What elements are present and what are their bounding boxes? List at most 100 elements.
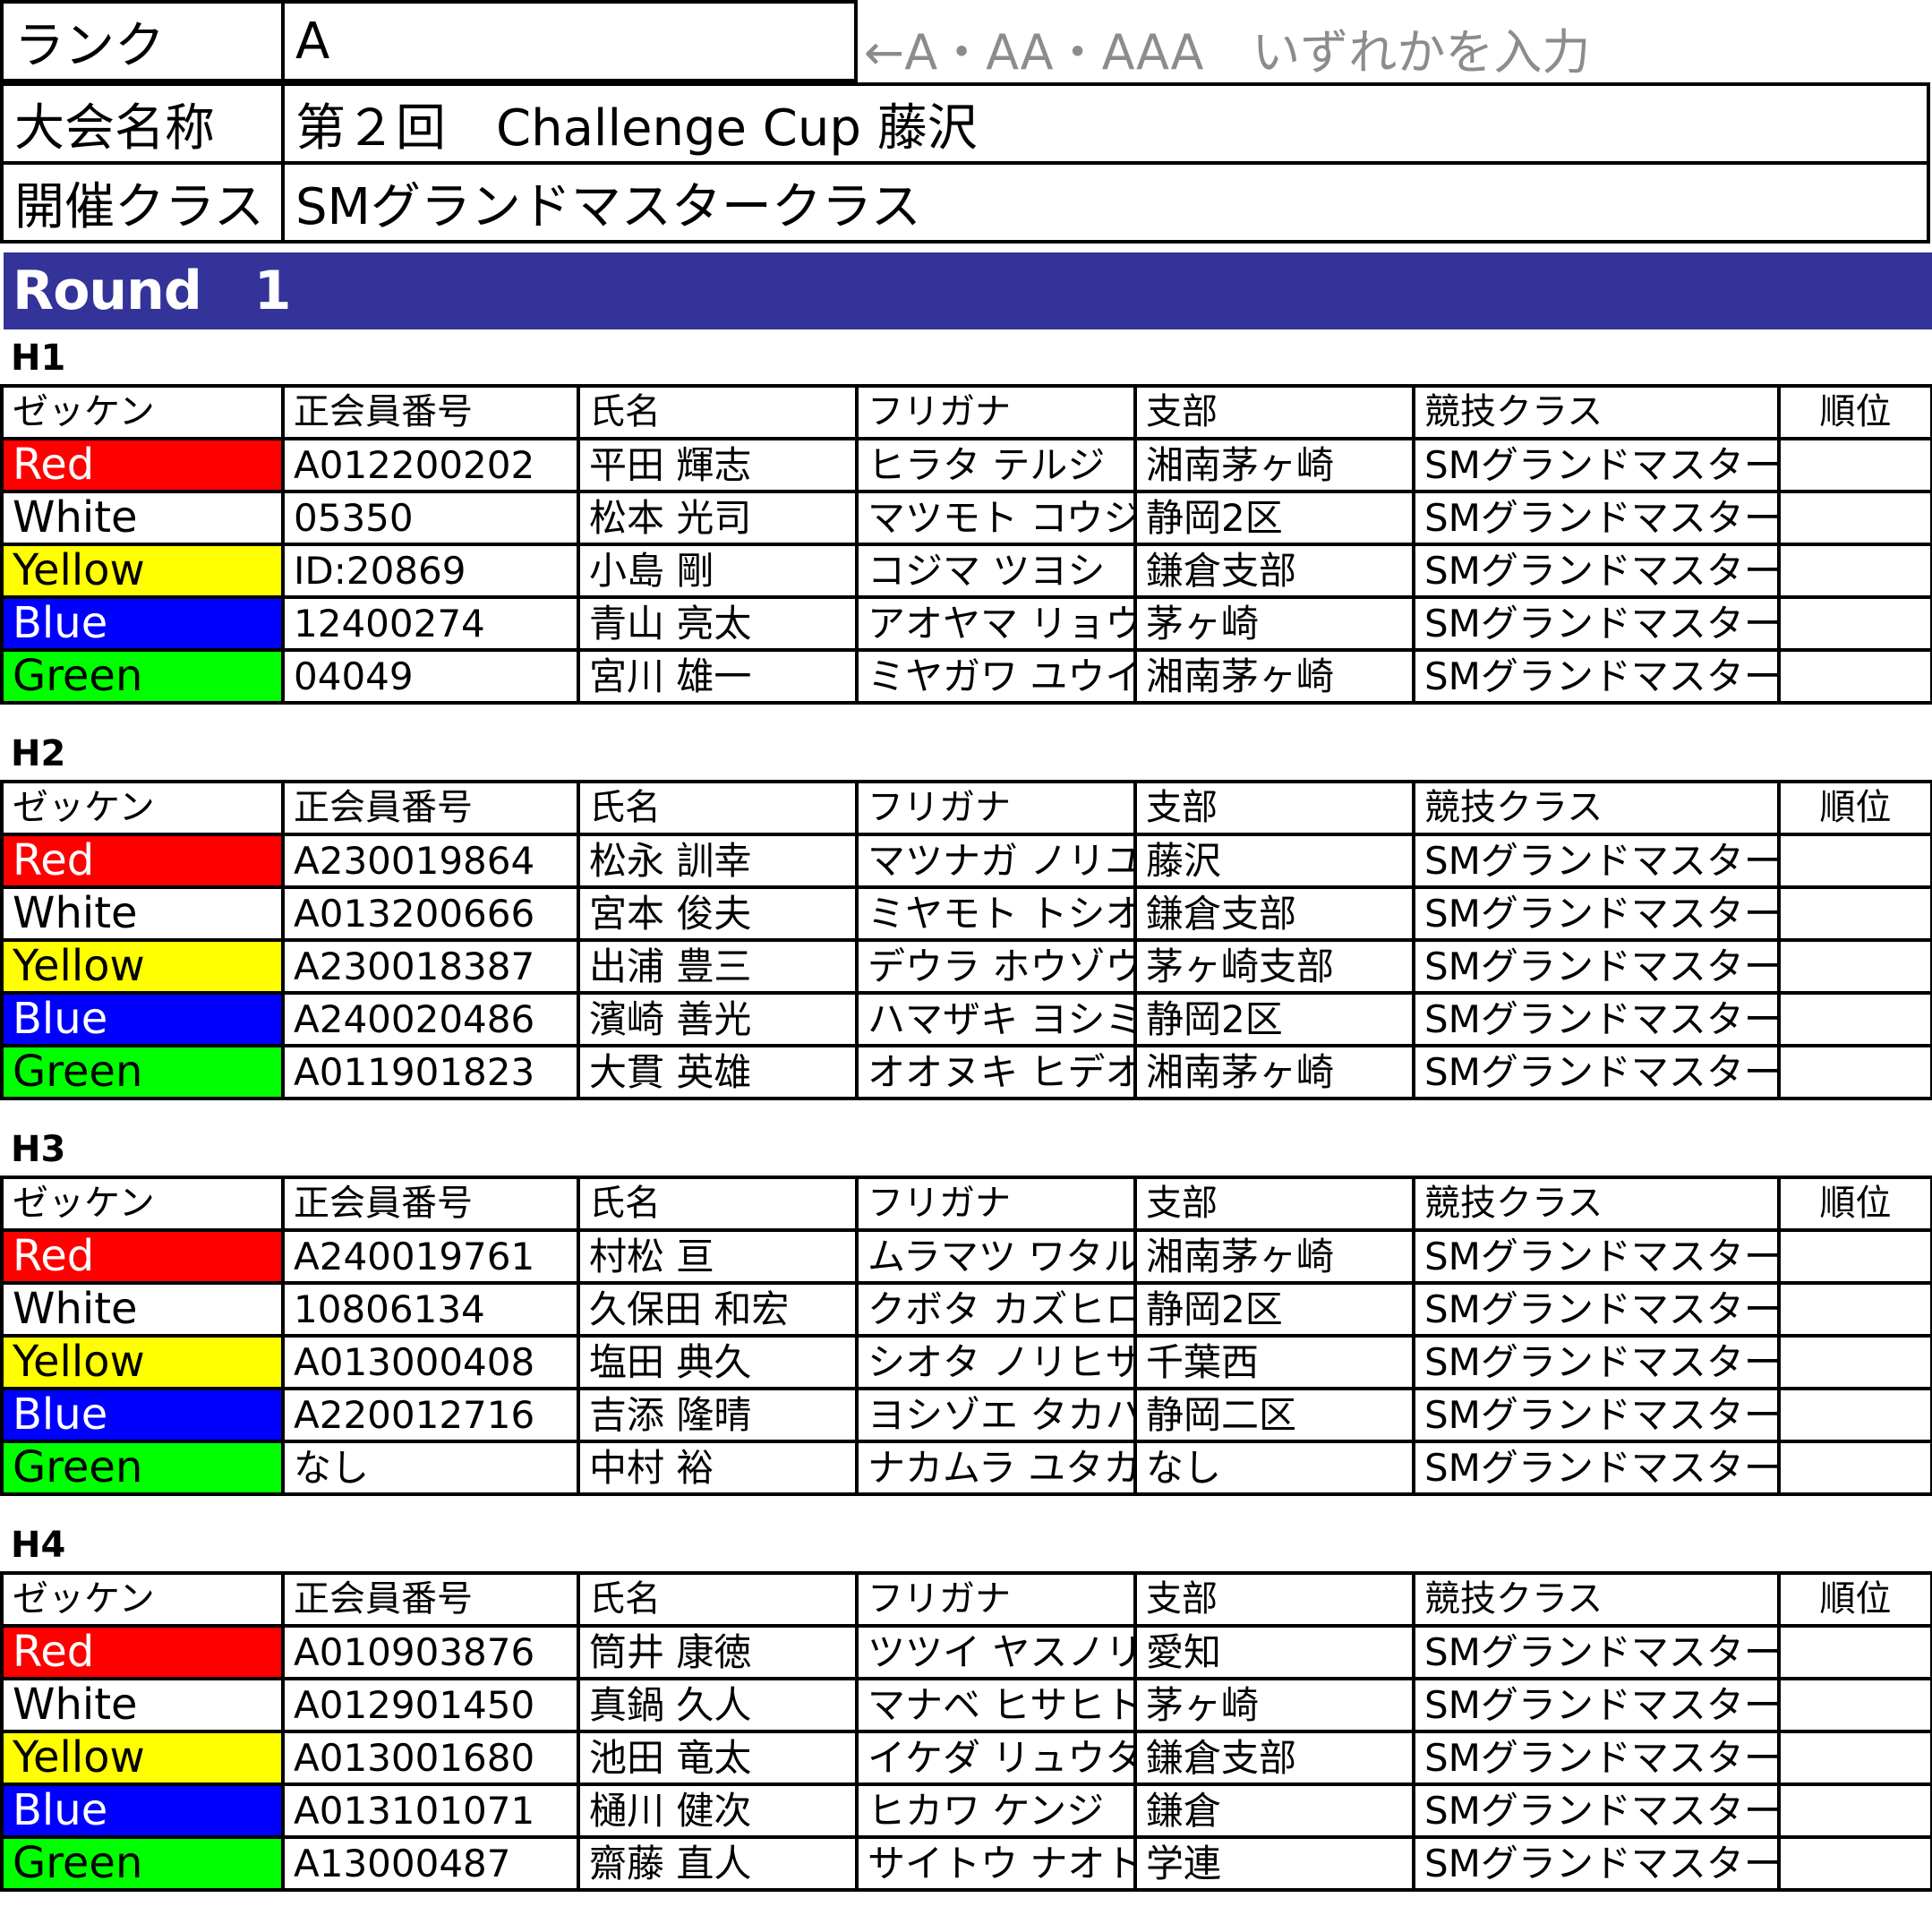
rank-cell[interactable]: [1777, 885, 1932, 942]
lane-cell[interactable]: Green: [0, 1044, 285, 1100]
class-cell[interactable]: SMグランドマスター: [1412, 938, 1781, 995]
rank-cell[interactable]: [1777, 1440, 1932, 1496]
class-cell[interactable]: SMグランドマスター: [1412, 1624, 1781, 1680]
furigana-cell[interactable]: ヨシゾエ タカハル: [855, 1387, 1137, 1443]
rank-value-cell[interactable]: A: [281, 0, 858, 82]
branch-cell[interactable]: 茅ヶ崎: [1133, 1677, 1415, 1733]
furigana-cell[interactable]: ムラマツ ワタル: [855, 1228, 1137, 1285]
name-cell[interactable]: 宮本 俊夫: [577, 885, 859, 942]
branch-cell[interactable]: 鎌倉支部: [1133, 543, 1415, 599]
rank-cell[interactable]: [1777, 1044, 1932, 1100]
furigana-cell[interactable]: ヒラタ テルジ: [855, 437, 1137, 493]
rank-cell[interactable]: [1777, 1730, 1932, 1786]
lane-cell[interactable]: Red: [0, 1228, 285, 1285]
branch-cell[interactable]: 茅ヶ崎支部: [1133, 938, 1415, 995]
lane-cell[interactable]: Yellow: [0, 938, 285, 995]
member-number-cell[interactable]: A230018387: [281, 938, 580, 995]
name-cell[interactable]: 筒井 康徳: [577, 1624, 859, 1680]
name-cell[interactable]: 中村 裕: [577, 1440, 859, 1496]
rank-cell[interactable]: [1777, 490, 1932, 546]
lane-cell[interactable]: Yellow: [0, 1334, 285, 1390]
rank-cell[interactable]: [1777, 833, 1932, 889]
furigana-cell[interactable]: ハマザキ ヨシミツ: [855, 991, 1137, 1047]
member-number-cell[interactable]: ID:20869: [281, 543, 580, 599]
furigana-cell[interactable]: ミヤガワ ユウイチ: [855, 648, 1137, 705]
branch-cell[interactable]: 茅ヶ崎: [1133, 595, 1415, 652]
member-number-cell[interactable]: A012200202: [281, 437, 580, 493]
class-cell[interactable]: SMグランドマスター: [1412, 1730, 1781, 1786]
lane-cell[interactable]: Blue: [0, 1387, 285, 1443]
rank-cell[interactable]: [1777, 595, 1932, 652]
name-cell[interactable]: 村松 亘: [577, 1228, 859, 1285]
branch-cell[interactable]: 静岡2区: [1133, 490, 1415, 546]
member-number-cell[interactable]: A13000487: [281, 1835, 580, 1892]
class-cell[interactable]: SMグランドマスター: [1412, 1677, 1781, 1733]
lane-cell[interactable]: Green: [0, 1440, 285, 1496]
lane-cell[interactable]: White: [0, 1281, 285, 1338]
member-number-cell[interactable]: 05350: [281, 490, 580, 546]
class-cell[interactable]: SMグランドマスター: [1412, 1044, 1781, 1100]
class-cell[interactable]: SMグランドマスター: [1412, 595, 1781, 652]
name-cell[interactable]: 池田 竜太: [577, 1730, 859, 1786]
branch-cell[interactable]: なし: [1133, 1440, 1415, 1496]
furigana-cell[interactable]: サイトウ ナオト: [855, 1835, 1137, 1892]
member-number-cell[interactable]: A010903876: [281, 1624, 580, 1680]
rank-cell[interactable]: [1777, 1624, 1932, 1680]
class-cell[interactable]: SMグランドマスター: [1412, 1835, 1781, 1892]
furigana-cell[interactable]: ツツイ ヤスノリ: [855, 1624, 1137, 1680]
lane-cell[interactable]: Yellow: [0, 543, 285, 599]
lane-cell[interactable]: Red: [0, 1624, 285, 1680]
name-cell[interactable]: 松永 訓幸: [577, 833, 859, 889]
lane-cell[interactable]: Red: [0, 833, 285, 889]
rank-cell[interactable]: [1777, 1387, 1932, 1443]
name-cell[interactable]: 齋藤 直人: [577, 1835, 859, 1892]
branch-cell[interactable]: 静岡二区: [1133, 1387, 1415, 1443]
furigana-cell[interactable]: ヒカワ ケンジ: [855, 1782, 1137, 1839]
rank-cell[interactable]: [1777, 1835, 1932, 1892]
name-cell[interactable]: 平田 輝志: [577, 437, 859, 493]
branch-cell[interactable]: 愛知: [1133, 1624, 1415, 1680]
branch-cell[interactable]: 千葉西: [1133, 1334, 1415, 1390]
rank-cell[interactable]: [1777, 938, 1932, 995]
furigana-cell[interactable]: ミヤモト トシオ: [855, 885, 1137, 942]
member-number-cell[interactable]: A013200666: [281, 885, 580, 942]
lane-cell[interactable]: Blue: [0, 595, 285, 652]
member-number-cell[interactable]: A240020486: [281, 991, 580, 1047]
name-cell[interactable]: 久保田 和宏: [577, 1281, 859, 1338]
rank-cell[interactable]: [1777, 1782, 1932, 1839]
class-cell[interactable]: SMグランドマスター: [1412, 1782, 1781, 1839]
branch-cell[interactable]: 湘南茅ヶ崎: [1133, 1228, 1415, 1285]
lane-cell[interactable]: Blue: [0, 991, 285, 1047]
branch-cell[interactable]: 鎌倉支部: [1133, 885, 1415, 942]
lane-cell[interactable]: Blue: [0, 1782, 285, 1839]
rank-cell[interactable]: [1777, 991, 1932, 1047]
branch-cell[interactable]: 湘南茅ヶ崎: [1133, 437, 1415, 493]
name-cell[interactable]: 出浦 豊三: [577, 938, 859, 995]
lane-cell[interactable]: Green: [0, 648, 285, 705]
member-number-cell[interactable]: A012901450: [281, 1677, 580, 1733]
name-cell[interactable]: 小島 剛: [577, 543, 859, 599]
rank-cell[interactable]: [1777, 648, 1932, 705]
lane-cell[interactable]: White: [0, 1677, 285, 1733]
class-cell[interactable]: SMグランドマスター: [1412, 1334, 1781, 1390]
furigana-cell[interactable]: シオタ ノリヒサ: [855, 1334, 1137, 1390]
member-number-cell[interactable]: 10806134: [281, 1281, 580, 1338]
member-number-cell[interactable]: A230019864: [281, 833, 580, 889]
branch-cell[interactable]: 鎌倉支部: [1133, 1730, 1415, 1786]
class-cell[interactable]: SMグランドマスター: [1412, 991, 1781, 1047]
furigana-cell[interactable]: イケダ リュウタ: [855, 1730, 1137, 1786]
name-cell[interactable]: 青山 亮太: [577, 595, 859, 652]
rank-cell[interactable]: [1777, 1334, 1932, 1390]
lane-cell[interactable]: Red: [0, 437, 285, 493]
furigana-cell[interactable]: デウラ ホウゾウ: [855, 938, 1137, 995]
name-cell[interactable]: 大貫 英雄: [577, 1044, 859, 1100]
lane-cell[interactable]: Yellow: [0, 1730, 285, 1786]
branch-cell[interactable]: 鎌倉: [1133, 1782, 1415, 1839]
branch-cell[interactable]: 学連: [1133, 1835, 1415, 1892]
branch-cell[interactable]: 湘南茅ヶ崎: [1133, 648, 1415, 705]
furigana-cell[interactable]: マツナガ ノリユキ: [855, 833, 1137, 889]
name-cell[interactable]: 松本 光司: [577, 490, 859, 546]
class-cell[interactable]: SMグランドマスター: [1412, 437, 1781, 493]
member-number-cell[interactable]: A011901823: [281, 1044, 580, 1100]
furigana-cell[interactable]: マナベ ヒサヒト: [855, 1677, 1137, 1733]
